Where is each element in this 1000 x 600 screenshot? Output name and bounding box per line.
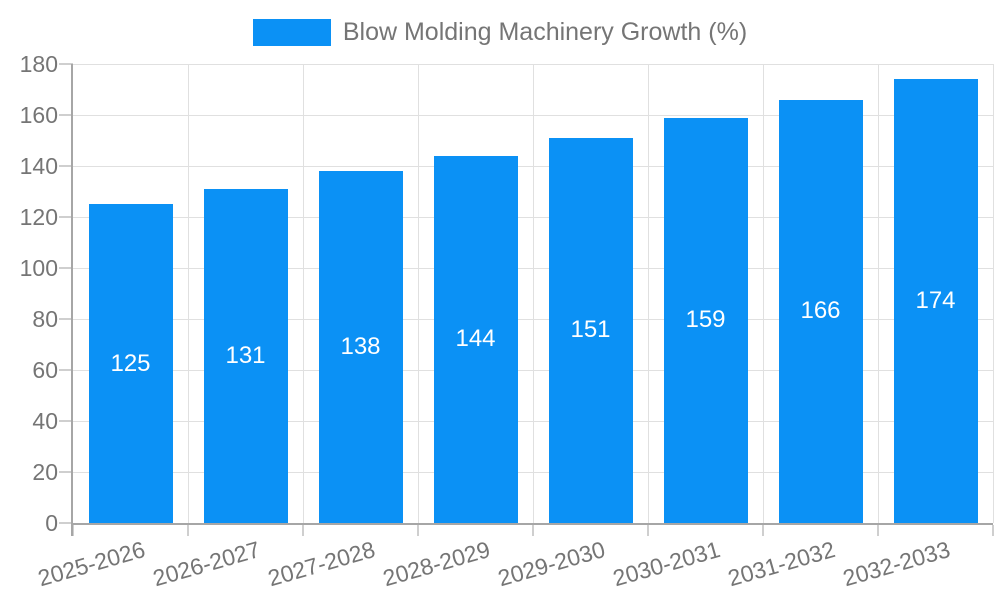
legend-label: Blow Molding Machinery Growth (%) (342, 18, 748, 46)
gridline-vertical (302, 64, 304, 523)
bar-value-label: 138 (340, 333, 381, 361)
bar[interactable] (663, 117, 748, 523)
x-axis-tick (647, 525, 649, 536)
gridline-vertical (417, 64, 419, 523)
y-axis-label: 20 (32, 459, 58, 485)
y-axis-label: 140 (19, 153, 58, 179)
bar-value-label: 144 (455, 325, 496, 353)
x-axis-label: 2031-2032 (724, 536, 838, 592)
bar[interactable] (88, 204, 173, 523)
y-axis-tick (59, 267, 73, 269)
gridline-vertical (992, 64, 994, 523)
y-axis-label: 80 (32, 306, 58, 332)
x-axis-label: 2030-2031 (609, 536, 723, 592)
x-axis-label: 2025-2026 (34, 536, 148, 592)
y-axis-label: 0 (45, 510, 58, 536)
bar[interactable] (433, 155, 518, 523)
y-axis-tick (59, 63, 73, 65)
y-axis-tick (59, 165, 73, 167)
y-axis-line (71, 64, 73, 536)
y-axis-tick (59, 420, 73, 422)
x-axis-line (73, 523, 993, 525)
x-axis-tick (877, 525, 879, 536)
y-axis-tick (59, 369, 73, 371)
y-axis-label: 60 (32, 357, 58, 383)
legend-swatch (252, 19, 331, 46)
bar-value-label: 159 (685, 306, 726, 334)
gridline-vertical (877, 64, 879, 523)
bar[interactable] (778, 99, 863, 523)
bar[interactable] (548, 137, 633, 523)
bar[interactable] (318, 171, 403, 523)
y-axis-label: 180 (19, 51, 58, 77)
y-axis-tick (59, 114, 73, 116)
x-axis-tick (762, 525, 764, 536)
bar-value-label: 125 (110, 349, 151, 377)
x-axis-label: 2029-2030 (494, 536, 608, 592)
x-axis-tick (302, 525, 304, 536)
gridline-vertical (532, 64, 534, 523)
y-axis-label: 160 (19, 102, 58, 128)
y-axis-label: 40 (32, 408, 58, 434)
x-axis-label: 2032-2033 (839, 536, 953, 592)
gridline-vertical (187, 64, 189, 523)
bar[interactable] (203, 188, 288, 523)
x-axis-tick (187, 525, 189, 536)
bar-value-label: 151 (570, 316, 611, 344)
x-axis-tick (992, 525, 994, 536)
x-axis-tick (72, 525, 74, 536)
y-axis-label: 120 (19, 204, 58, 230)
y-axis-label: 100 (19, 255, 58, 281)
x-axis-label: 2026-2027 (149, 536, 263, 592)
gridline-vertical (647, 64, 649, 523)
legend[interactable]: Blow Molding Machinery Growth (%) (0, 19, 1000, 46)
bar-value-label: 174 (915, 287, 956, 315)
y-axis-tick (59, 471, 73, 473)
y-axis-tick (59, 216, 73, 218)
gridline-vertical (762, 64, 764, 523)
y-axis-tick (59, 522, 73, 524)
x-axis-tick (532, 525, 534, 536)
bar-value-label: 131 (225, 341, 266, 369)
bar-value-label: 166 (800, 297, 841, 325)
x-axis-label: 2027-2028 (264, 536, 378, 592)
x-axis-tick (417, 525, 419, 536)
x-axis-label: 2028-2029 (379, 536, 493, 592)
bar[interactable] (893, 79, 978, 523)
y-axis-tick (59, 318, 73, 320)
